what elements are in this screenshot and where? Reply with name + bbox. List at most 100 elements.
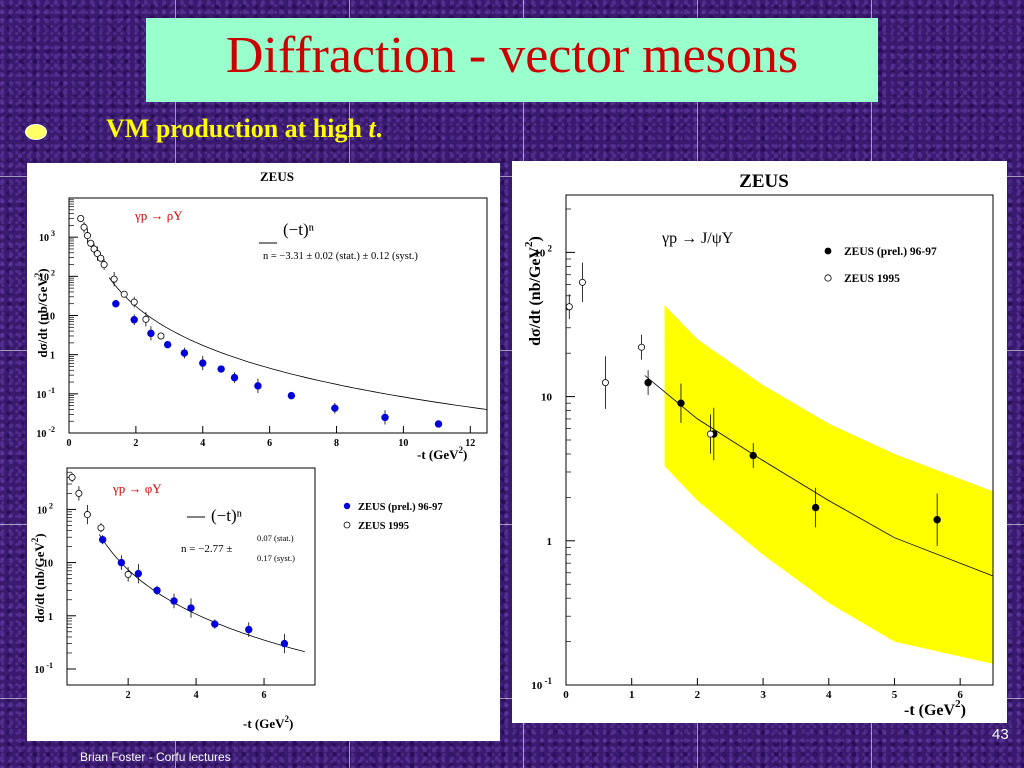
bullet-text: VM production at high t. [106, 114, 382, 144]
rho-point-1995 [97, 254, 105, 262]
rho-point-1995 [100, 261, 108, 269]
jpsi-uncertainty-band [664, 305, 993, 664]
phi-fit-label: (−t)ⁿ [211, 506, 243, 525]
left-figure-panel: ZEUS γp → ρY (−t)ⁿ n = −3.31 ± 0.02 (sta… [27, 163, 500, 741]
rho-point-1995 [80, 223, 88, 231]
jpsi-chart: ZEUS γp → J/ψY ZEUS (prel.) 96-97 ZEUS 1… [523, 171, 994, 719]
jpsi-x-tick-label: 4 [826, 689, 832, 701]
bullet-variable: t [368, 114, 376, 143]
phi-point-prel [153, 586, 161, 595]
rho-x-tick-label: 2 [133, 438, 138, 449]
rho-point-1995 [110, 275, 118, 283]
phi-data-marks [68, 472, 305, 654]
jpsi-y-tick-label: 10 -1 [531, 676, 552, 692]
phi-point-prel [245, 625, 253, 634]
phi-fit-syst-error: 0.17 (syst.) [257, 553, 295, 563]
phi-point-prel [98, 535, 107, 544]
phi-axis-ticks: 2 4 6 10 -1 1 10 10 2 [34, 467, 267, 701]
jpsi-point-1995 [601, 379, 609, 387]
phi-point-prel [211, 620, 219, 628]
jpsi-x-tick-label: 1 [629, 689, 635, 701]
jpsi-legend-marker-open [824, 274, 832, 282]
phi-point-prel [117, 558, 126, 567]
jpsi-y-tick-label: 10 [541, 392, 553, 404]
rho-point-1995 [93, 250, 101, 258]
phi-process-label: γp → φY [112, 481, 162, 496]
rho-point-prel [381, 413, 389, 422]
jpsi-legend-marker-filled [824, 247, 832, 255]
phi-point-prel [134, 569, 143, 578]
rho-point-1995 [142, 315, 150, 323]
rho-point-prel [217, 365, 225, 373]
rho-point-prel [130, 316, 138, 324]
rho-y-tick-label: 10 3 [39, 229, 55, 244]
rho-x-tick-label: 4 [200, 438, 205, 449]
jpsi-x-tick-label: 2 [695, 689, 701, 701]
rho-y-tick-label: 1 [50, 351, 55, 362]
jpsi-chart-title: ZEUS [739, 171, 789, 192]
rho-point-prel [230, 373, 239, 382]
rho-y-tick-label: 10 [45, 312, 55, 323]
phi-y-tick-label: 10 2 [37, 501, 53, 516]
rho-point-prel [112, 300, 120, 308]
phi-y-tick-label: 1 [48, 612, 53, 623]
rho-point-1995 [120, 290, 128, 298]
jpsi-point-prel [933, 516, 941, 524]
rho-y-axis-label: dσ/dt (nb/GeV2) [33, 268, 50, 357]
slide-title: Diffraction - vector mesons [225, 27, 799, 84]
rho-point-1995 [83, 232, 91, 240]
rho-point-prel [331, 404, 339, 412]
jpsi-axis-ticks: 0 1 2 3 4 5 6 10 -1 1 10 10 2 [531, 208, 963, 701]
rho-y-tick-label: 10 -2 [36, 425, 55, 440]
jpsi-x-tick-label: 0 [563, 689, 569, 701]
jpsi-point-1995 [565, 303, 573, 311]
phi-y-tick-label: 10 [43, 559, 53, 570]
right-figure-panel: ZEUS γp → J/ψY ZEUS (prel.) 96-97 ZEUS 1… [512, 161, 1007, 723]
jpsi-fit-curve [644, 375, 994, 577]
bullet-end: . [375, 114, 383, 143]
rho-x-tick-label: 0 [67, 438, 72, 449]
phi-chart: γp → φY (−t)ⁿ n = −2.77 ± 0.07 (stat.) 0… [30, 467, 443, 731]
phi-point-1995 [75, 489, 83, 497]
rho-point-1995 [87, 239, 95, 247]
rho-point-prel [199, 359, 207, 367]
rho-fit-label: (−t)ⁿ [283, 220, 315, 239]
phi-plot-frame [66, 467, 316, 686]
rho-data-marks [77, 214, 488, 428]
rho-point-1995 [157, 332, 165, 340]
jpsi-point-prel [749, 451, 757, 460]
jpsi-legend-label-prel: ZEUS (prel.) 96-97 [844, 246, 937, 258]
rho-point-prel [180, 349, 189, 357]
jpsi-x-tick-label: 5 [892, 689, 898, 701]
phi-x-tick-label: 4 [194, 690, 199, 701]
rho-point-prel [163, 340, 172, 349]
rho-x-tick-label: 8 [334, 438, 339, 449]
rho-point-1995 [77, 214, 85, 222]
right-figure-svg: ZEUS γp → J/ψY ZEUS (prel.) 96-97 ZEUS 1… [523, 171, 994, 719]
jpsi-y-tick-label: 1 [547, 536, 553, 548]
jpsi-x-axis-label: -t (GeV2) [904, 698, 966, 719]
rho-process-label: γp → ρY [134, 208, 183, 223]
rho-y-tick-label: 10 2 [39, 268, 55, 283]
jpsi-point-1995 [638, 343, 646, 351]
page-number: 43 [992, 726, 1009, 743]
phi-y-tick-label: 10 -1 [34, 661, 53, 676]
rho-x-tick-label: 6 [267, 438, 272, 449]
jpsi-process-label: γp → J/ψY [661, 230, 734, 247]
phi-legend-marker-open [343, 521, 351, 529]
left-figure-svg: ZEUS γp → ρY (−t)ⁿ n = −3.31 ± 0.02 (sta… [30, 169, 488, 731]
rho-y-tick-label: 10 -1 [36, 386, 55, 401]
phi-point-prel [280, 639, 289, 648]
jpsi-point-prel [811, 503, 820, 512]
phi-fit-stat-error: 0.07 (stat.) [257, 533, 294, 543]
footer-text: Brian Foster - Corfu lectures [80, 750, 231, 764]
phi-point-prel [187, 604, 195, 612]
phi-legend-label-prel: ZEUS (prel.) 96-97 [358, 502, 443, 513]
rho-point-prel [287, 391, 296, 400]
rho-point-prel [254, 382, 262, 390]
phi-fit-curve [98, 534, 305, 653]
phi-x-tick-label: 2 [126, 690, 131, 701]
phi-point-1995 [97, 524, 105, 532]
jpsi-band-group [664, 305, 993, 664]
phi-legend-label-1995: ZEUS 1995 [358, 521, 409, 532]
